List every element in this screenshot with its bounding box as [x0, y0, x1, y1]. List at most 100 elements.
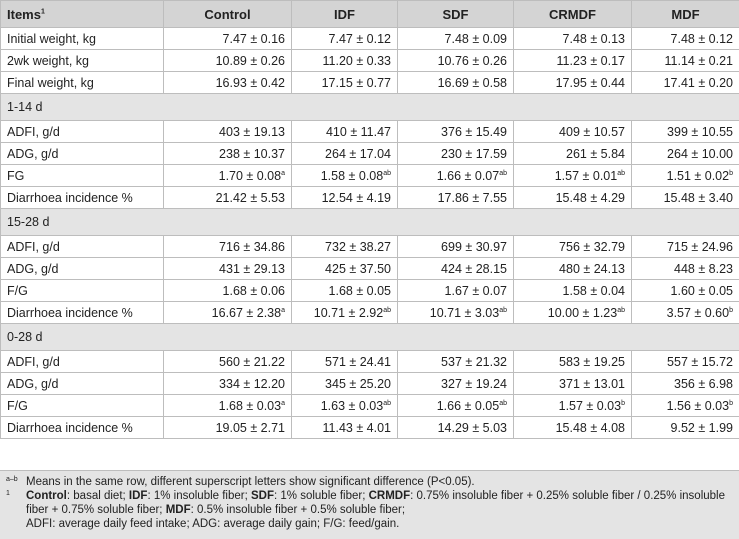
table-cell: 10.89 ± 0.26: [163, 49, 292, 72]
header-mdf: MDF: [631, 0, 739, 28]
table-cell: 1.68 ± 0.03a: [163, 394, 292, 417]
table-row: ADG, g/d 431 ± 29.13 425 ± 37.50 424 ± 28.1…: [0, 257, 739, 280]
table-row: F/G 1.68 ± 0.06 1.68 ± 0.05 1.67 ± 0.07 1.58…: [0, 279, 739, 302]
table-cell: 7.48 ± 0.12: [631, 27, 739, 50]
significance-superscript: ab: [499, 399, 507, 407]
table-row: Diarrhoea incidence % 16.67 ± 2.38a 10.71 …: [0, 301, 739, 324]
significance-superscript: b: [729, 399, 733, 407]
table-cell: 12.54 ± 4.19: [291, 186, 398, 209]
table-cell: 16.93 ± 0.42: [163, 71, 292, 94]
table-row: Initial weight, kg 7.47 ± 0.16 7.47 ± 0.12…: [0, 27, 739, 50]
table-cell: 10.71 ± 2.92ab: [291, 301, 398, 324]
row-label: Diarrhoea incidence %: [0, 186, 164, 209]
table-cell: 345 ± 25.20: [291, 372, 398, 395]
table-cell: 17.95 ± 0.44: [513, 71, 632, 94]
table-cell: 17.41 ± 0.20: [631, 71, 739, 94]
table-cell: 15.48 ± 4.29: [513, 186, 632, 209]
section-label: 1-14 d: [0, 93, 739, 121]
table-cell: 11.14 ± 0.21: [631, 49, 739, 72]
row-label: Diarrhoea incidence %: [0, 301, 164, 324]
table-cell: 10.71 ± 3.03ab: [397, 301, 514, 324]
table-cell: 1.57 ± 0.01ab: [513, 164, 632, 187]
table-cell: 1.58 ± 0.04: [513, 279, 632, 302]
table-cell: 756 ± 32.79: [513, 235, 632, 258]
row-label: ADG, g/d: [0, 372, 164, 395]
row-label: ADFI, g/d: [0, 350, 164, 373]
table-row: Final weight, kg 16.93 ± 0.42 17.15 ± 0.77…: [0, 71, 739, 94]
significance-superscript: a: [281, 399, 285, 407]
table-cell: 9.52 ± 1.99: [631, 416, 739, 439]
row-label: 2wk weight, kg: [0, 49, 164, 72]
definition-term: Control: [26, 490, 67, 502]
table-row: ADFI, g/d 403 ± 19.13 410 ± 11.47 376 ± 15.…: [0, 120, 739, 143]
row-label: ADG, g/d: [0, 142, 164, 165]
table-cell: 17.86 ± 7.55: [397, 186, 514, 209]
table-cell: 399 ± 10.55: [631, 120, 739, 143]
table-row: ADG, g/d 334 ± 12.20 345 ± 25.20 327 ± 19.2…: [0, 372, 739, 395]
row-label: Initial weight, kg: [0, 27, 164, 50]
table-cell: 327 ± 19.24: [397, 372, 514, 395]
table-row: Diarrhoea incidence % 19.05 ± 2.71 11.43 ±…: [0, 416, 739, 439]
significance-superscript: ab: [617, 169, 625, 177]
table-cell: 699 ± 30.97: [397, 235, 514, 258]
header-row: Items1 Control IDF SDF CRMDF MDF: [0, 0, 739, 28]
table-cell: 15.48 ± 4.08: [513, 416, 632, 439]
definition-term: CRMDF: [368, 490, 411, 502]
definition-text: : basal diet;: [66, 490, 129, 502]
table-cell: 16.69 ± 0.58: [397, 71, 514, 94]
row-label: ADFI, g/d: [0, 120, 164, 143]
table-cell: 7.47 ± 0.12: [291, 27, 398, 50]
row-label: F/G: [0, 279, 164, 302]
table-cell: 261 ± 5.84: [513, 142, 632, 165]
significance-superscript: ab: [383, 399, 391, 407]
header-items: Items1: [0, 0, 164, 28]
row-label: Final weight, kg: [0, 71, 164, 94]
table-row: Diarrhoea incidence % 21.42 ± 5.53 12.54 ±…: [0, 186, 739, 209]
significance-superscript: ab: [383, 169, 391, 177]
table-cell: 238 ± 10.37: [163, 142, 292, 165]
table-cell: 1.60 ± 0.05: [631, 279, 739, 302]
significance-superscript: b: [729, 306, 733, 314]
table-cell: 17.15 ± 0.77: [291, 71, 398, 94]
table-cell: 7.48 ± 0.13: [513, 27, 632, 50]
table-cell: 3.57 ± 0.60b: [631, 301, 739, 324]
definition-text: : 1% soluble fiber;: [274, 490, 369, 502]
abbreviation-note: ADFI: average daily feed intake; ADG: av…: [26, 518, 400, 530]
table-cell: 1.63 ± 0.03ab: [291, 394, 398, 417]
table-cell: 11.43 ± 4.01: [291, 416, 398, 439]
header-control: Control: [163, 0, 292, 28]
significance-superscript: b: [621, 399, 625, 407]
table-cell: 1.58 ± 0.08ab: [291, 164, 398, 187]
table-row: 2wk weight, kg 10.89 ± 0.26 11.20 ± 0.33 10…: [0, 49, 739, 72]
significance-superscript: a: [281, 306, 285, 314]
significance-superscript: ab: [499, 306, 507, 314]
table-cell: 560 ± 21.22: [163, 350, 292, 373]
table-row: ADFI, g/d 560 ± 21.22 571 ± 24.41 537 ± 21.…: [0, 350, 739, 373]
definition-text: : 1% insoluble fiber;: [147, 490, 251, 502]
treatment-definitions: Control: basal diet; IDF: 1% insoluble f…: [26, 490, 725, 516]
section-row: 1-14 d: [0, 93, 739, 121]
significance-superscript: a: [281, 169, 285, 177]
significance-superscript: ab: [499, 169, 507, 177]
table-cell: 11.20 ± 0.33: [291, 49, 398, 72]
table-cell: 410 ± 11.47: [291, 120, 398, 143]
significance-superscript: ab: [617, 306, 625, 314]
row-label: Diarrhoea incidence %: [0, 416, 164, 439]
table-cell: 715 ± 24.96: [631, 235, 739, 258]
table-row: F/G 1.68 ± 0.03a 1.63 ± 0.03ab 1.66 ± 0.05a…: [0, 394, 739, 417]
section-row: 0-28 d: [0, 323, 739, 351]
table-footnotes: a–b Means in the same row, different sup…: [0, 470, 739, 539]
definition-term: SDF: [251, 490, 274, 502]
table-cell: 10.00 ± 1.23ab: [513, 301, 632, 324]
definition-text: : 0.75% insoluble fiber + 0.25% soluble …: [26, 490, 725, 516]
row-label: F/G: [0, 394, 164, 417]
definition-term: IDF: [128, 490, 148, 502]
table-cell: 571 ± 24.41: [291, 350, 398, 373]
table-cell: 334 ± 12.20: [163, 372, 292, 395]
table-cell: 19.05 ± 2.71: [163, 416, 292, 439]
table-cell: 425 ± 37.50: [291, 257, 398, 280]
table-cell: 448 ± 8.23: [631, 257, 739, 280]
row-label: ADG, g/d: [0, 257, 164, 280]
table-cell: 1.57 ± 0.03b: [513, 394, 632, 417]
